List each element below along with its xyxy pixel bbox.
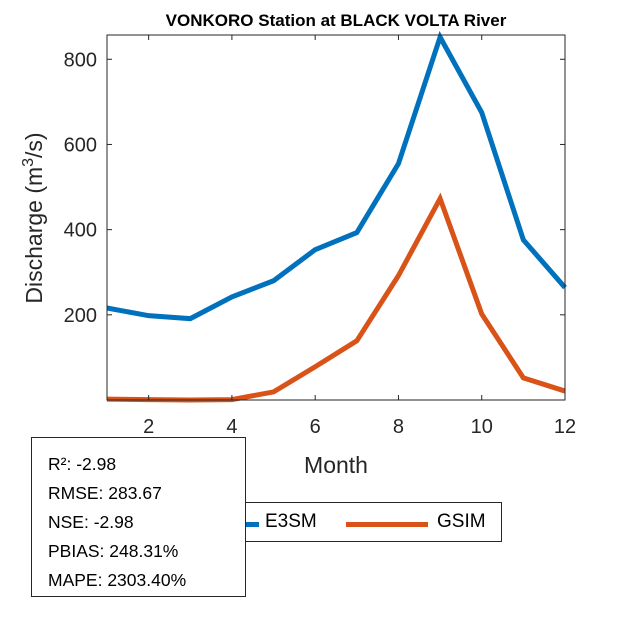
chart-title: VONKORO Station at BLACK VOLTA River	[166, 11, 507, 30]
stat-rmse: RMSE: 283.67	[48, 483, 162, 503]
x-tick-label: 6	[310, 416, 321, 438]
stat-pbias: PBIAS: 248.31%	[48, 541, 179, 561]
y-tick-label: 200	[64, 305, 97, 327]
legend-e3sm-label: E3SM	[265, 511, 317, 532]
x-tick-label: 4	[226, 416, 237, 438]
y-axis-label: Discharge (m3/s)	[20, 132, 47, 303]
stat-nse: NSE: -2.98	[48, 512, 134, 532]
axis-ticks: 2 4 6 8 10 12 200 400 600 800	[64, 35, 576, 438]
stats-box: R²: -2.98 RMSE: 283.67 NSE: -2.98 PBIAS:…	[31, 437, 246, 597]
series-line-gsim	[106, 192, 566, 403]
y-tick-label: 600	[64, 134, 97, 156]
axes-box	[106, 34, 566, 401]
legend-gsim-label: GSIM	[437, 511, 486, 532]
x-tick-label: 12	[554, 416, 576, 438]
stat-r2: R²: -2.98	[48, 454, 117, 474]
stat-mape: MAPE: 2303.40%	[48, 570, 187, 590]
plot-area	[106, 30, 567, 403]
x-tick-label: 10	[471, 416, 493, 438]
x-tick-label: 2	[143, 416, 154, 438]
legend-gsim-line	[346, 522, 428, 527]
y-tick-label: 400	[64, 220, 97, 242]
x-tick-label: 8	[393, 416, 404, 438]
legend: E3SM GSIM	[200, 502, 502, 542]
series-line-e3sm	[106, 30, 567, 322]
x-axis-label: Month	[304, 452, 368, 478]
y-tick-label: 800	[64, 49, 97, 71]
